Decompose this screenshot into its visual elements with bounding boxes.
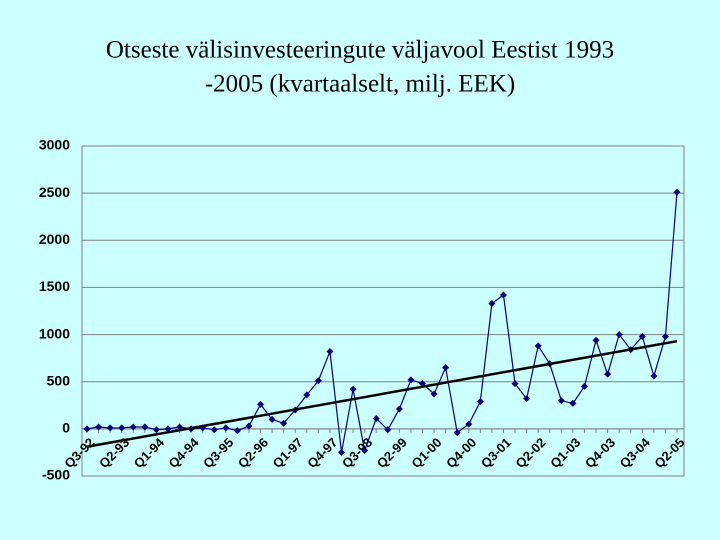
data-point: [372, 414, 380, 422]
data-point: [650, 372, 658, 380]
data-point: [523, 395, 531, 403]
data-point: [638, 332, 646, 340]
y-tick-label: 2000: [39, 231, 70, 247]
data-point: [268, 415, 276, 423]
data-point: [338, 448, 346, 456]
data-point: [488, 299, 496, 307]
data-point: [442, 364, 450, 372]
data-point: [499, 291, 507, 299]
y-tick-label: 2500: [39, 184, 70, 200]
data-point: [557, 397, 565, 405]
chart-title: Otseste välisinvesteeringute väljavool E…: [106, 37, 614, 64]
data-point: [407, 376, 415, 384]
data-point: [326, 348, 334, 356]
data-point: [95, 423, 103, 431]
data-point: [222, 424, 230, 432]
trend-line: [86, 339, 678, 449]
data-point: [384, 426, 392, 434]
plot-area: [81, 145, 685, 477]
data-point: [361, 447, 369, 455]
y-tick-label: -500: [42, 467, 70, 483]
data-point: [465, 420, 473, 428]
y-tick-label: 1500: [39, 278, 70, 294]
data-point: [257, 400, 265, 408]
data-point: [615, 331, 623, 339]
data-point: [661, 332, 669, 340]
data-point: [303, 391, 311, 399]
y-tick-label: 0: [62, 420, 70, 436]
data-point: [280, 419, 288, 427]
data-point: [511, 380, 519, 388]
data-point: [129, 423, 137, 431]
y-tick-label: 3000: [39, 137, 70, 153]
data-point: [118, 424, 126, 432]
chart-subtitle: -2005 (kvartaalselt, milj. EEK): [205, 71, 515, 98]
data-point: [395, 405, 403, 413]
data-point: [569, 399, 577, 407]
data-point: [476, 398, 484, 406]
data-point: [604, 370, 612, 378]
data-point: [314, 377, 322, 385]
y-tick-label: 1000: [39, 325, 70, 341]
data-point: [592, 336, 600, 344]
data-point: [83, 425, 91, 433]
data-point: [580, 382, 588, 390]
data-point: [349, 385, 357, 393]
data-point: [430, 390, 438, 398]
data-point: [245, 422, 253, 430]
data-point: [673, 188, 681, 196]
data-point: [152, 426, 160, 434]
data-point: [233, 427, 241, 435]
y-tick-label: 500: [47, 372, 71, 388]
data-point: [453, 429, 461, 437]
data-point: [534, 342, 542, 350]
data-point: [141, 423, 149, 431]
data-point: [106, 424, 114, 432]
data-point: [210, 426, 218, 434]
data-point: [164, 425, 172, 433]
